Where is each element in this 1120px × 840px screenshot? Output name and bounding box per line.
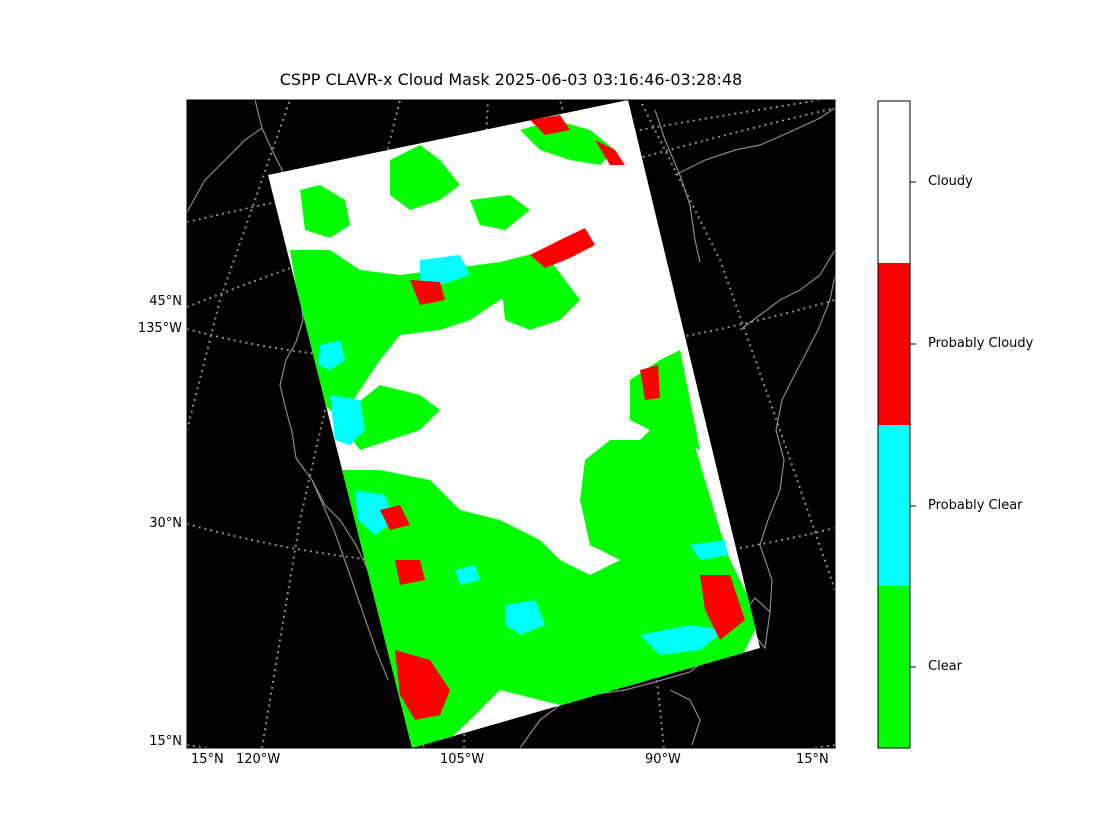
probably-clear-region-interior [455,565,480,585]
left-label-15n: 15°N [149,734,182,749]
left-label-30n: 30°N [149,516,182,531]
probably-clear-region-sw [355,490,395,535]
great-lakes [674,107,835,176]
probably-cloudy-region-mexico [395,560,425,585]
colorbar-probably-cloudy [878,263,910,425]
colorbar-frame [877,100,911,749]
probably-cloudy-region-canada [595,140,625,165]
probably-clear-region-north [420,255,470,285]
probably-cloudy-region-baja [395,650,450,720]
clear-region-north-west [300,185,350,238]
map-frame [186,99,836,749]
probably-cloudy-region-ne [530,115,570,135]
probably-clear-region-gulf [640,625,725,655]
colorbar-clear [878,586,910,748]
map-title: CSPP CLAVR-x Cloud Mask 2025-06-03 03:16… [279,70,743,89]
baja-peninsula [311,479,389,681]
gulf-coast [519,274,835,748]
clear-region-northwest [290,250,550,420]
probably-cloudy-region-az [380,505,410,530]
colorbar [877,100,916,749]
probably-cloudy-region-north [410,280,445,305]
clear-region-interior [345,385,440,450]
map-content [187,100,835,748]
yucatan-coast [669,689,701,746]
bottom-label-15n-right: 15°N [796,752,829,767]
meridian-135w [187,100,291,431]
probably-cloudy-region-east [640,365,660,400]
legend-label-cloudy: Cloudy [928,174,973,189]
probably-clear-regions [318,255,728,655]
clear-region-nd [470,195,530,230]
probably-cloudy-region-gulf [700,575,745,640]
bottom-label-120w: 120°W [236,752,281,767]
probably-clear-region-oregon [318,340,345,370]
bottom-label-90w: 90°W [645,752,681,767]
legend-label-clear: Clear [928,659,962,674]
legend-label-probably-clear: Probably Clear [928,498,1023,513]
colorbar-probably-clear [878,425,910,586]
probably-clear-region-tx [690,540,728,560]
atlantic-coast [739,249,835,331]
swath-classes [290,115,760,748]
probably-cloudy-regions [380,115,745,720]
satellite-swath [268,100,760,748]
alaska-coast [187,127,263,213]
colorbar-cloudy [878,101,910,263]
left-label-135w: 135°W [137,321,182,336]
probably-clear-region-mexico [505,600,545,635]
meridian-75w [639,100,835,591]
left-label-45n: 45°N [149,294,182,309]
parallel-30 [187,523,835,569]
clear-region-band [500,260,580,330]
bottom-label-105w: 105°W [440,752,485,767]
bottom-label-15n-left: 15°N [191,752,224,767]
clear-region-north [390,145,460,210]
probably-clear-region-coast [330,395,365,445]
legend-label-probably-cloudy: Probably Cloudy [928,336,1034,351]
probably-cloudy-region-plains [530,228,595,268]
